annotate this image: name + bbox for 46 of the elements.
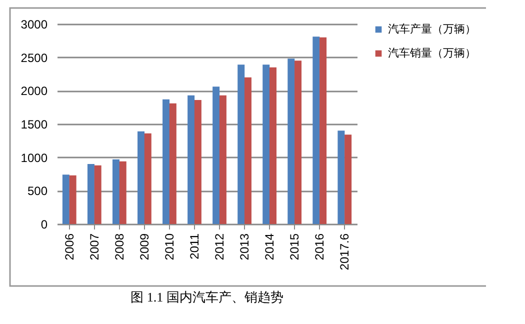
x-tick-label: 2015	[288, 233, 302, 260]
bar	[94, 165, 102, 224]
x-tick-label: 2017.6	[338, 233, 352, 270]
legend-label: 汽车产量（万辆）	[388, 22, 476, 36]
x-tick-label: 2012	[212, 233, 227, 260]
x-tick-label: 2016	[312, 233, 327, 260]
x-tick-label: 2007	[87, 233, 102, 260]
x-tick-label: 2006	[62, 233, 76, 260]
x-tick-label: 2011	[187, 233, 202, 260]
legend-label: 汽车销量（万辆）	[388, 46, 476, 60]
bar	[312, 36, 320, 224]
bar	[144, 133, 152, 224]
bar	[119, 161, 126, 224]
bar	[188, 95, 195, 224]
y-tick-label: 1000	[20, 150, 48, 165]
bar	[338, 130, 345, 224]
x-tick-label: 2009	[137, 233, 152, 260]
bar	[112, 159, 120, 224]
bar	[262, 64, 270, 224]
text: 图 1.1 国内汽车产、销趋势	[130, 290, 284, 305]
x-tick-label: 2013	[238, 233, 252, 260]
bar	[320, 37, 327, 224]
bar	[87, 164, 94, 224]
y-tick-label: 500	[27, 184, 48, 198]
y-tick-label: 1500	[20, 118, 48, 132]
x-tick-label: 2008	[112, 233, 126, 260]
y-tick-label: 3000	[20, 18, 48, 32]
bar	[69, 175, 76, 224]
bar	[162, 99, 170, 224]
y-tick-label: 0	[40, 218, 48, 232]
x-tick-label: 2010	[162, 233, 176, 260]
bar	[219, 95, 226, 224]
bar	[238, 64, 245, 224]
y-tick-label: 2500	[20, 50, 48, 65]
bar	[194, 100, 202, 224]
bar	[288, 58, 295, 224]
bar	[169, 103, 176, 224]
bar	[344, 134, 352, 224]
x-tick-label: 2014	[262, 233, 277, 260]
bar	[294, 60, 302, 224]
bar	[212, 86, 220, 224]
bar	[62, 174, 70, 224]
y-tick-label: 2000	[20, 84, 48, 98]
bar	[138, 131, 145, 224]
bar	[244, 77, 252, 224]
bar	[269, 67, 276, 224]
